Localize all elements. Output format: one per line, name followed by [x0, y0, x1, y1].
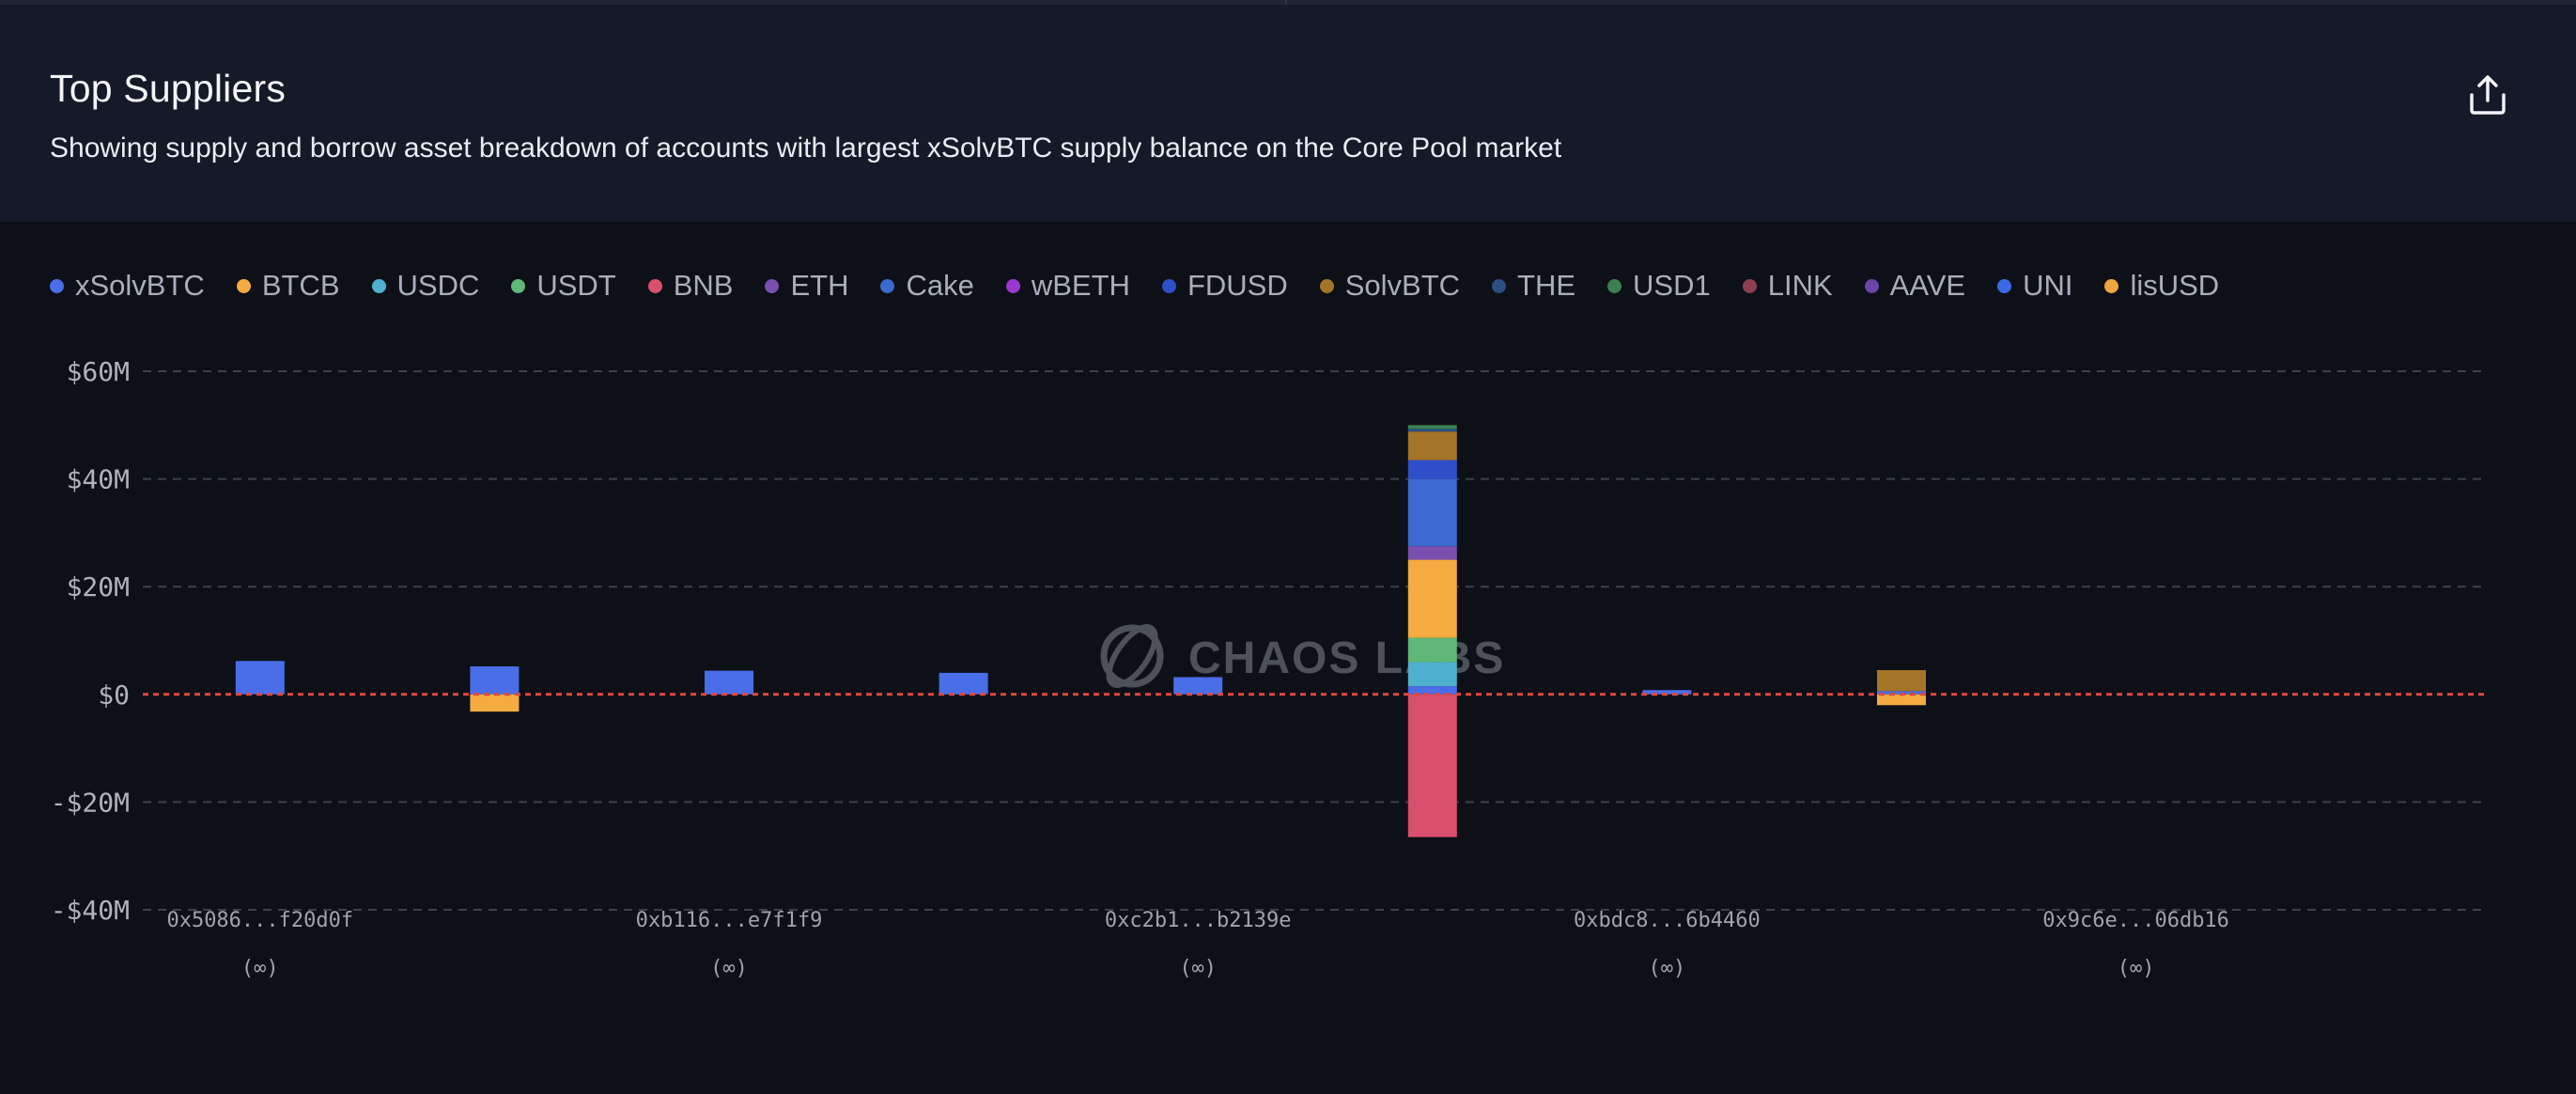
- x-tick-sublabel: (∞): [1179, 957, 1217, 980]
- bar-segment-usd1: [1407, 425, 1457, 430]
- y-tick-label: $40M: [67, 464, 130, 495]
- legend-label: USDT: [536, 269, 616, 302]
- legend-item-the[interactable]: THE: [1492, 269, 1575, 303]
- y-tick-label: -$40M: [51, 895, 130, 926]
- legend-item-btcb[interactable]: BTCB: [236, 269, 340, 303]
- legend-item-usdt[interactable]: USDT: [511, 269, 616, 303]
- y-tick-label: $60M: [67, 356, 130, 387]
- bar-segment-btcb: [1407, 559, 1457, 638]
- legend-swatch: [1864, 278, 1879, 293]
- bar-segment-solvbtc: [1877, 670, 1926, 692]
- legend-item-eth[interactable]: ETH: [765, 269, 848, 303]
- legend-label: xSolvBTC: [75, 269, 205, 302]
- x-tick-label: 0xbdc8...6b4460: [1574, 909, 1761, 932]
- bar-segment-fdusd: [1407, 460, 1457, 479]
- legend-swatch: [1319, 278, 1334, 293]
- legend-label: SolvBTC: [1344, 269, 1461, 302]
- x-tick-sublabel: (∞): [1649, 957, 1686, 980]
- legend-item-solvbtc[interactable]: SolvBTC: [1319, 269, 1461, 303]
- bar-segment-xsolvbtc: [705, 670, 753, 695]
- legend-swatch: [1607, 278, 1622, 293]
- legend-label: lisUSD: [2130, 269, 2220, 302]
- bar-segment-btcb: [470, 694, 520, 712]
- legend-swatch: [371, 278, 386, 293]
- legend-label: USDC: [396, 269, 480, 302]
- legend-swatch: [511, 278, 526, 293]
- x-tick-label: 0xb116...e7f1f9: [636, 909, 823, 932]
- legend-label: ETH: [790, 269, 849, 302]
- legend-item-bnb[interactable]: BNB: [647, 269, 734, 303]
- legend-item-uni[interactable]: UNI: [1997, 269, 2072, 303]
- bar-segment-xsolvbtc: [939, 672, 988, 695]
- bar-segment-bnb: [1407, 694, 1457, 837]
- legend-item-usdc[interactable]: USDC: [371, 269, 480, 303]
- x-tick-sublabel: (∞): [2118, 957, 2155, 980]
- bar-segment-xsolvbtc: [470, 666, 520, 695]
- legend-label: LINK: [1767, 269, 1833, 302]
- page-subtitle: Showing supply and borrow asset breakdow…: [50, 133, 1562, 164]
- bar-segment-eth: [1407, 546, 1457, 560]
- legend-label: AAVE: [1889, 269, 1966, 302]
- bar-segment-xsolvbtc: [1407, 686, 1457, 695]
- card-header: Top Suppliers Showing supply and borrow …: [0, 5, 2576, 222]
- legend-swatch: [647, 278, 662, 293]
- legend-label: BNB: [673, 269, 734, 302]
- top-border: [0, 0, 2576, 5]
- share-button[interactable]: [2461, 69, 2514, 121]
- legend-label: USD1: [1633, 269, 1711, 302]
- legend-label: THE: [1517, 269, 1576, 302]
- legend-label: BTCB: [261, 269, 340, 302]
- bar-segment-btcb: [1877, 694, 1926, 706]
- bar-segment-usdt: [1407, 637, 1457, 663]
- legend-swatch: [236, 278, 251, 293]
- legend-label: UNI: [2023, 269, 2073, 302]
- x-tick-sublabel: (∞): [241, 957, 279, 980]
- bar-segment-xsolvbtc: [1642, 690, 1692, 695]
- legend-swatch: [1005, 278, 1020, 293]
- legend-item-cake[interactable]: Cake: [880, 269, 974, 303]
- stacked-bar-chart: $60M $40M $20M $0 -$20M -$40M CHAOS LABS 0x5086…: [51, 356, 2488, 980]
- legend-item-link[interactable]: LINK: [1742, 269, 1833, 303]
- bar-segment-xsolvbtc: [1173, 677, 1223, 695]
- x-tick-sublabel: (∞): [710, 957, 748, 980]
- legend-swatch: [880, 278, 895, 293]
- watermark-text: CHAOS LABS: [1188, 633, 1505, 683]
- legend-label: wBETH: [1031, 269, 1130, 302]
- chart-legend: xSolvBTC BTCB USDC USDT BNB ETH Cake wBETH FDUSD…: [50, 267, 2251, 305]
- share-upload-icon: [2470, 75, 2506, 115]
- legend-swatch: [1997, 278, 2012, 293]
- legend-item-lisusd[interactable]: lisUSD: [2104, 269, 2219, 303]
- legend-item-aave[interactable]: AAVE: [1864, 269, 1966, 303]
- chaos-labs-logo-icon: [1100, 624, 1164, 688]
- bar-segment-xsolvbtc: [235, 661, 285, 695]
- legend-item-fdusd[interactable]: FDUSD: [1161, 269, 1288, 303]
- y-tick-label: $0: [98, 680, 130, 711]
- x-tick-label: 0x9c6e...06db16: [2042, 909, 2229, 932]
- legend-swatch: [50, 278, 64, 293]
- x-tick-label: 0x5086...f20d0f: [166, 909, 353, 932]
- bar-segment-the: [1407, 429, 1457, 432]
- page-title: Top Suppliers: [50, 67, 287, 110]
- x-tick-label: 0xc2b1...b2139e: [1105, 909, 1292, 932]
- legend-swatch: [1161, 278, 1176, 293]
- y-tick-label: $20M: [67, 571, 130, 602]
- legend-label: FDUSD: [1187, 269, 1288, 302]
- legend-label: Cake: [906, 269, 974, 302]
- legend-item-xsolvbtc[interactable]: xSolvBTC: [50, 269, 205, 303]
- bar-segment-xsolvbtc: [1877, 691, 1926, 695]
- bar-segment-cake: [1407, 478, 1457, 547]
- legend-swatch: [2104, 278, 2119, 293]
- legend-item-wbeth[interactable]: wBETH: [1005, 269, 1130, 303]
- legend-swatch: [1742, 278, 1757, 293]
- bar-segment-usdc: [1407, 662, 1457, 687]
- legend-swatch: [765, 278, 780, 293]
- y-tick-label: -$20M: [51, 787, 130, 818]
- top-border-notch: [1285, 0, 1287, 5]
- legend-swatch: [1492, 278, 1507, 293]
- legend-item-usd1[interactable]: USD1: [1607, 269, 1711, 303]
- bar-segment-solvbtc: [1407, 431, 1457, 461]
